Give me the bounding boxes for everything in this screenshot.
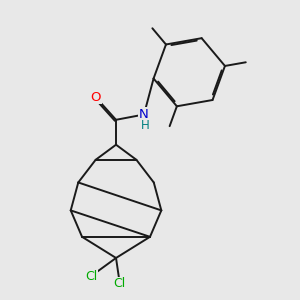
Text: Cl: Cl: [85, 270, 97, 283]
Text: N: N: [139, 108, 149, 121]
Text: H: H: [141, 118, 150, 132]
Text: O: O: [90, 91, 101, 104]
Text: Cl: Cl: [114, 277, 126, 290]
